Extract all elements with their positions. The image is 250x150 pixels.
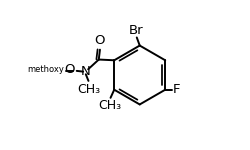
Text: Br: Br	[129, 24, 143, 37]
Text: CH₃: CH₃	[78, 83, 101, 96]
Text: CH₃: CH₃	[98, 99, 121, 112]
Text: F: F	[173, 83, 180, 96]
Text: O: O	[65, 63, 75, 76]
Text: O: O	[95, 34, 105, 47]
Text: methoxy: methoxy	[27, 66, 64, 75]
Text: N: N	[81, 65, 91, 78]
